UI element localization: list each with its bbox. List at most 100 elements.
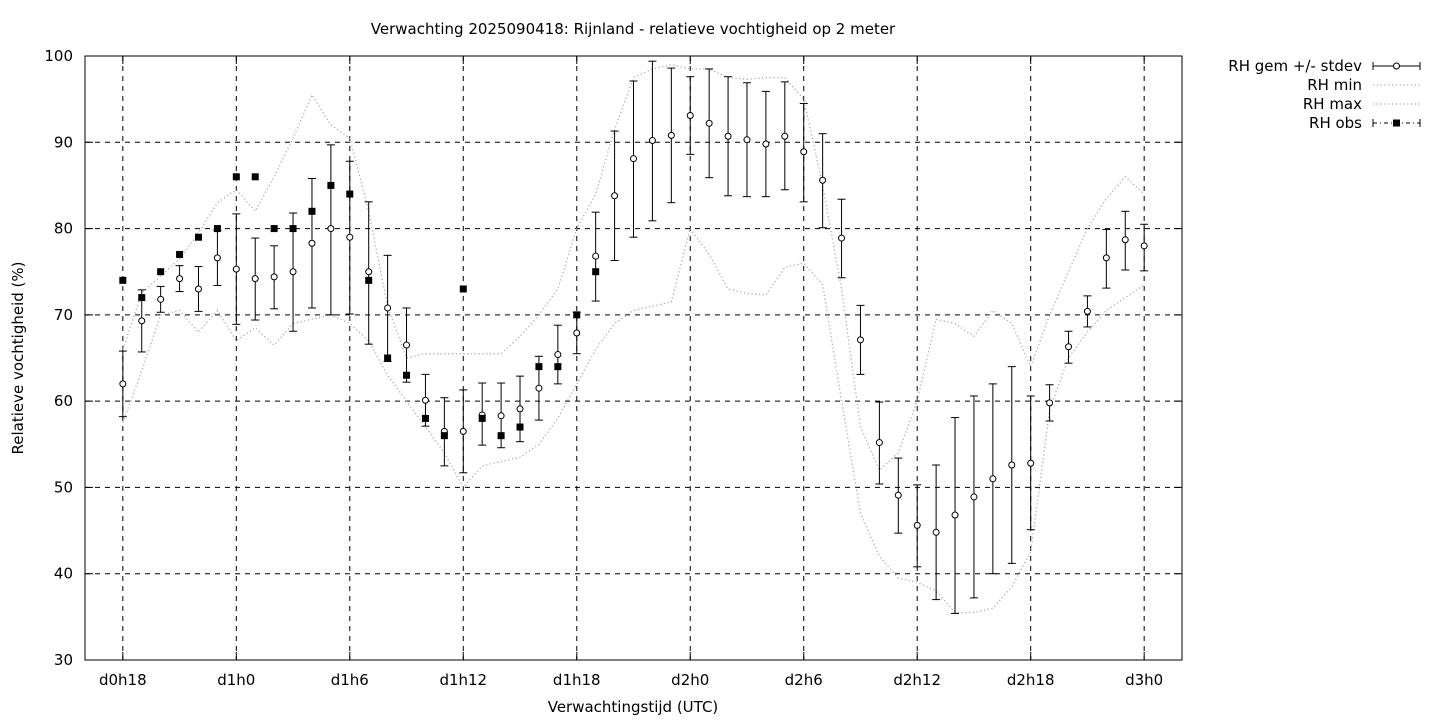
rh-mean-errorbar [194, 266, 203, 312]
rh-mean-point [913, 521, 921, 529]
axis-ticks: 30 40 50 60 70 80 90 100 d0h18 d1h0 d1h6 d1h12 d1h18… [44, 47, 1182, 689]
rh-obs-point [138, 294, 146, 302]
rh-mean-errorbar [459, 389, 468, 474]
rh-mean-errorbar [232, 213, 241, 325]
rh-mean-point [213, 254, 221, 262]
rh-mean-point [119, 380, 127, 388]
rh-mean-point [648, 137, 656, 145]
rh-mean-errorbar [951, 417, 960, 614]
rh-mean-point [630, 155, 637, 163]
rh-mean-point [251, 275, 259, 283]
rh-mean-errorbar [572, 311, 581, 355]
rh-mean-point [819, 176, 827, 184]
rh-mean-errorbar [270, 245, 279, 310]
rh-mean-errorbar [1045, 384, 1054, 422]
rh-obs-point [592, 268, 600, 276]
rh-mean-errorbar [799, 102, 808, 203]
legend-label: RH max [1303, 95, 1362, 113]
rh-mean-errorbar [364, 201, 373, 345]
rh-mean-point [1121, 236, 1129, 244]
rh-mean-point [270, 273, 278, 281]
rh-mean-errorbar [988, 383, 997, 575]
rh-obs-point [384, 354, 392, 362]
rh-mean-errorbar [648, 60, 657, 222]
rh-mean-errorbar [118, 350, 127, 418]
rh-mean-errorbar [307, 178, 316, 309]
rh-obs-point [497, 432, 505, 440]
rh-obs-point [289, 225, 297, 233]
rh-mean-point [724, 132, 732, 140]
legend-label: RH min [1307, 76, 1362, 94]
rh-min-line [122, 227, 1145, 614]
rh-mean-point [951, 511, 959, 519]
rh-obs-point [516, 423, 524, 431]
rh-mean-point [781, 132, 789, 140]
rh-mean-point [346, 233, 354, 241]
x-tick-label: d1h6 [331, 671, 369, 689]
y-tick-label: 90 [54, 133, 73, 151]
rh-mean-errorbar [383, 254, 392, 362]
rh-mean-errorbar [837, 198, 846, 279]
x-tick-label: d2h18 [1007, 671, 1055, 689]
rh-mean-errorbar [175, 265, 184, 293]
rh-mean-point [705, 119, 713, 127]
x-tick-label: d2h12 [893, 671, 941, 689]
rh-mean-errorbar [856, 304, 865, 375]
rh-mean-point [1083, 307, 1091, 315]
rh-mean-stdev-series [118, 60, 1149, 614]
rh-obs-point [554, 363, 562, 371]
rh-mean-point [157, 295, 165, 303]
rh-mean-point [989, 475, 997, 483]
rh-mean-errorbar [761, 90, 770, 198]
rh-obs-point [213, 225, 221, 233]
rh-mean-point [194, 285, 202, 293]
y-tick-label: 40 [54, 565, 73, 583]
rh-obs-point [119, 276, 127, 284]
rh-mean-errorbar [251, 237, 260, 321]
rh-obs-point [459, 285, 467, 293]
rh-mean-point [838, 234, 846, 242]
rh-mean-point [421, 396, 429, 404]
rh-mean-errorbar [289, 212, 298, 332]
rh-obs-point [270, 225, 278, 233]
rh-mean-errorbar [932, 464, 941, 601]
rh-mean-errorbar [969, 395, 978, 599]
rh-max-series [122, 63, 1145, 472]
rh-mean-point [497, 412, 505, 420]
x-tick-label: d1h0 [217, 671, 255, 689]
rh-mean-point [327, 225, 335, 233]
rh-mean-errorbar [913, 484, 922, 568]
rh-mean-errorbar [742, 82, 751, 198]
rh-mean-point [686, 112, 694, 120]
rh-obs-point [440, 432, 448, 440]
x-tick-label: d1h18 [553, 671, 601, 689]
y-axis-label: Relatieve vochtigheid (%) [9, 261, 27, 454]
rh-mean-point [1102, 254, 1110, 262]
rh-mean-point [1065, 343, 1073, 351]
plot-frame [84, 55, 1183, 661]
rh-mean-point [554, 351, 562, 359]
legend-swatch [1372, 119, 1421, 127]
rh-mean-errorbar [1007, 366, 1016, 564]
legend-swatch [1372, 62, 1421, 70]
rh-mean-point [856, 336, 864, 344]
legend-label: RH gem +/- stdev [1228, 57, 1362, 75]
rh-mean-point [403, 341, 411, 349]
rh-mean-errorbar [875, 401, 884, 485]
rh-mean-errorbar [818, 133, 827, 229]
x-tick-label: d2h0 [671, 671, 709, 689]
rh-mean-errorbar [894, 457, 903, 534]
rh-obs-point [535, 363, 543, 371]
rh-min-series [122, 227, 1145, 614]
rh-obs-point [157, 268, 165, 276]
rh-mean-point [592, 252, 600, 260]
rh-mean-point [970, 493, 978, 501]
rh-mean-point [1027, 459, 1035, 467]
rh-mean-point [516, 405, 524, 413]
rh-mean-point [176, 275, 184, 283]
rh-obs-point [232, 173, 240, 181]
rh-obs-point [573, 311, 581, 319]
rh-obs-point [251, 173, 259, 181]
rh-obs-series [119, 173, 600, 440]
